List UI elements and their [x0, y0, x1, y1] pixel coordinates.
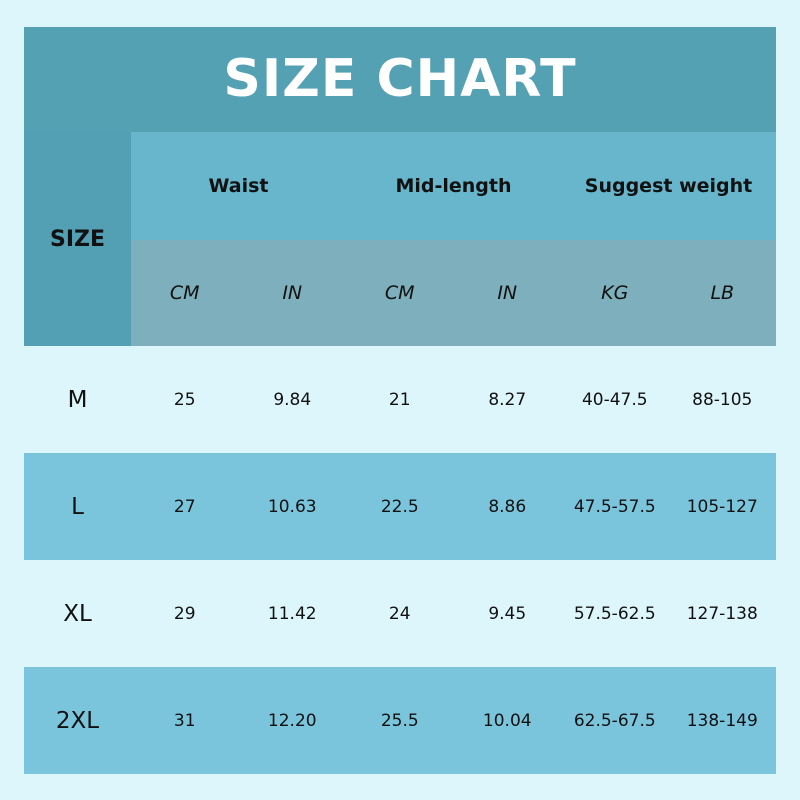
- value-cell: 127-138: [686, 603, 758, 624]
- value-cell: 25.5: [380, 710, 419, 731]
- unit-header: CM: [384, 282, 415, 304]
- size-cell: 2XL: [55, 707, 100, 734]
- unit-header: LB: [710, 282, 735, 304]
- chart-title: SIZE CHART: [223, 49, 577, 109]
- value-cell: 57.5-62.5: [573, 603, 656, 624]
- table-row: L 27 10.63 22.5 8.86 47.5-57.5 105-127: [24, 453, 776, 560]
- value-cell: 29: [173, 603, 196, 624]
- size-cell: XL: [63, 600, 92, 627]
- value-cell: 11.42: [267, 603, 317, 624]
- group-header-row: Waist Mid-length Suggest weight: [131, 132, 776, 240]
- size-column-header: SIZE: [24, 132, 131, 346]
- value-cell: 31: [173, 710, 196, 731]
- table-row: 2XL 31 12.20 25.5 10.04 62.5-67.5 138-149: [24, 667, 776, 774]
- table-row: M 25 9.84 21 8.27 40-47.5 88-105: [24, 346, 776, 453]
- unit-header: KG: [601, 282, 629, 304]
- group-header-mid-length: Mid-length: [395, 175, 512, 197]
- unit-header: CM: [169, 282, 200, 304]
- value-cell: 8.86: [488, 496, 527, 517]
- table-body: M 25 9.84 21 8.27 40-47.5 88-105 L 27 10.63 22.5 8.…: [24, 346, 776, 774]
- value-cell: 9.45: [488, 603, 527, 624]
- size-cell: L: [71, 493, 84, 520]
- group-header-waist: Waist: [208, 175, 269, 197]
- value-cell: 62.5-67.5: [573, 710, 656, 731]
- value-cell: 12.20: [267, 710, 317, 731]
- group-header-weight: Suggest weight: [584, 175, 753, 197]
- table-row: XL 29 11.42 24 9.45 57.5-62.5 127-138: [24, 560, 776, 667]
- value-cell: 27: [173, 496, 196, 517]
- value-cell: 25: [173, 389, 196, 410]
- value-cell: 24: [388, 603, 411, 624]
- value-cell: 8.27: [488, 389, 527, 410]
- title-band: SIZE CHART: [24, 27, 776, 132]
- value-cell: 105-127: [686, 496, 758, 517]
- value-cell: 10.63: [267, 496, 317, 517]
- value-cell: 21: [388, 389, 411, 410]
- unit-header: IN: [282, 282, 303, 304]
- unit-header-row: CM IN CM IN KG LB: [131, 240, 776, 346]
- size-cell: M: [67, 386, 88, 413]
- value-cell: 47.5-57.5: [573, 496, 656, 517]
- value-cell: 88-105: [692, 389, 753, 410]
- value-cell: 10.04: [482, 710, 532, 731]
- value-cell: 22.5: [380, 496, 419, 517]
- value-cell: 9.84: [273, 389, 312, 410]
- value-cell: 40-47.5: [581, 389, 648, 410]
- unit-header: IN: [497, 282, 518, 304]
- value-cell: 138-149: [686, 710, 758, 731]
